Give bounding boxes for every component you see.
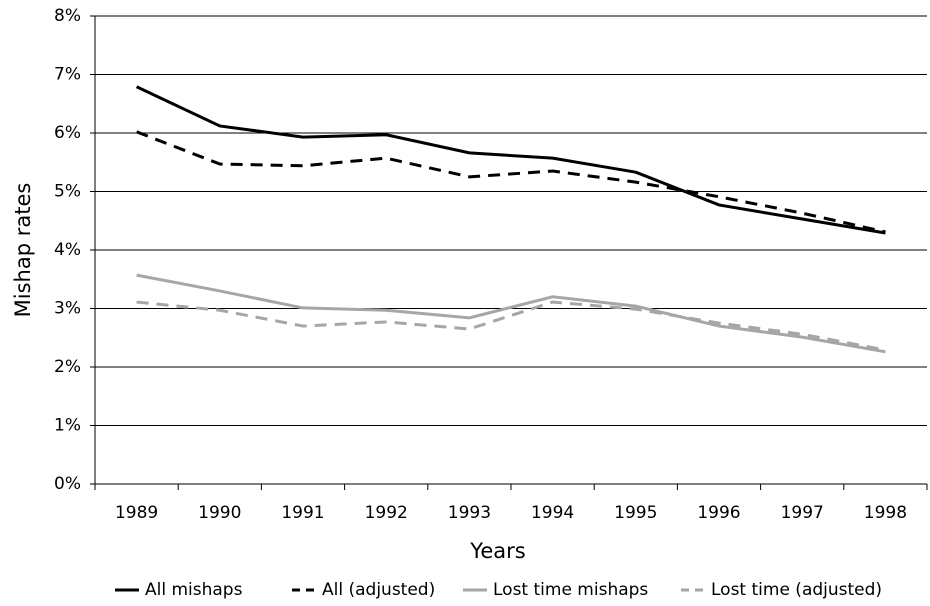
series-line: [135, 85, 886, 235]
x-tick-label: 1993: [448, 503, 491, 523]
x-tick-label: 1989: [115, 503, 158, 523]
x-tick-label: 1994: [531, 503, 574, 523]
legend-label: Lost time mishaps: [493, 580, 648, 600]
x-tick-label: 1998: [864, 503, 907, 523]
legend-label: Lost time (adjusted): [711, 580, 882, 600]
x-tick-label: 1990: [198, 503, 241, 523]
y-tick-label: 7%: [54, 65, 81, 85]
legend-label: All mishaps: [145, 580, 243, 600]
legend-label: All (adjusted): [322, 580, 435, 600]
x-tick-label: 1997: [781, 503, 824, 523]
y-tick-label: 8%: [54, 6, 81, 26]
series-line: [136, 300, 886, 352]
x-tick-label: 1996: [697, 503, 740, 523]
series-line: [136, 273, 886, 354]
y-tick-label: 5%: [54, 182, 81, 202]
y-tick-label: 1%: [54, 416, 81, 436]
y-tick-label: 3%: [54, 299, 81, 319]
x-tick-label: 1992: [365, 503, 408, 523]
y-tick-label: 2%: [54, 357, 81, 377]
x-tick-label: 1995: [614, 503, 657, 523]
x-tick-label: 1991: [281, 503, 324, 523]
y-tick-label: 6%: [54, 123, 81, 143]
y-axis-title: Mishap rates: [11, 183, 35, 318]
x-axis-title: Years: [469, 539, 525, 563]
y-tick-label: 0%: [54, 474, 81, 494]
series-line: [136, 130, 886, 234]
y-tick-label: 4%: [54, 240, 81, 260]
